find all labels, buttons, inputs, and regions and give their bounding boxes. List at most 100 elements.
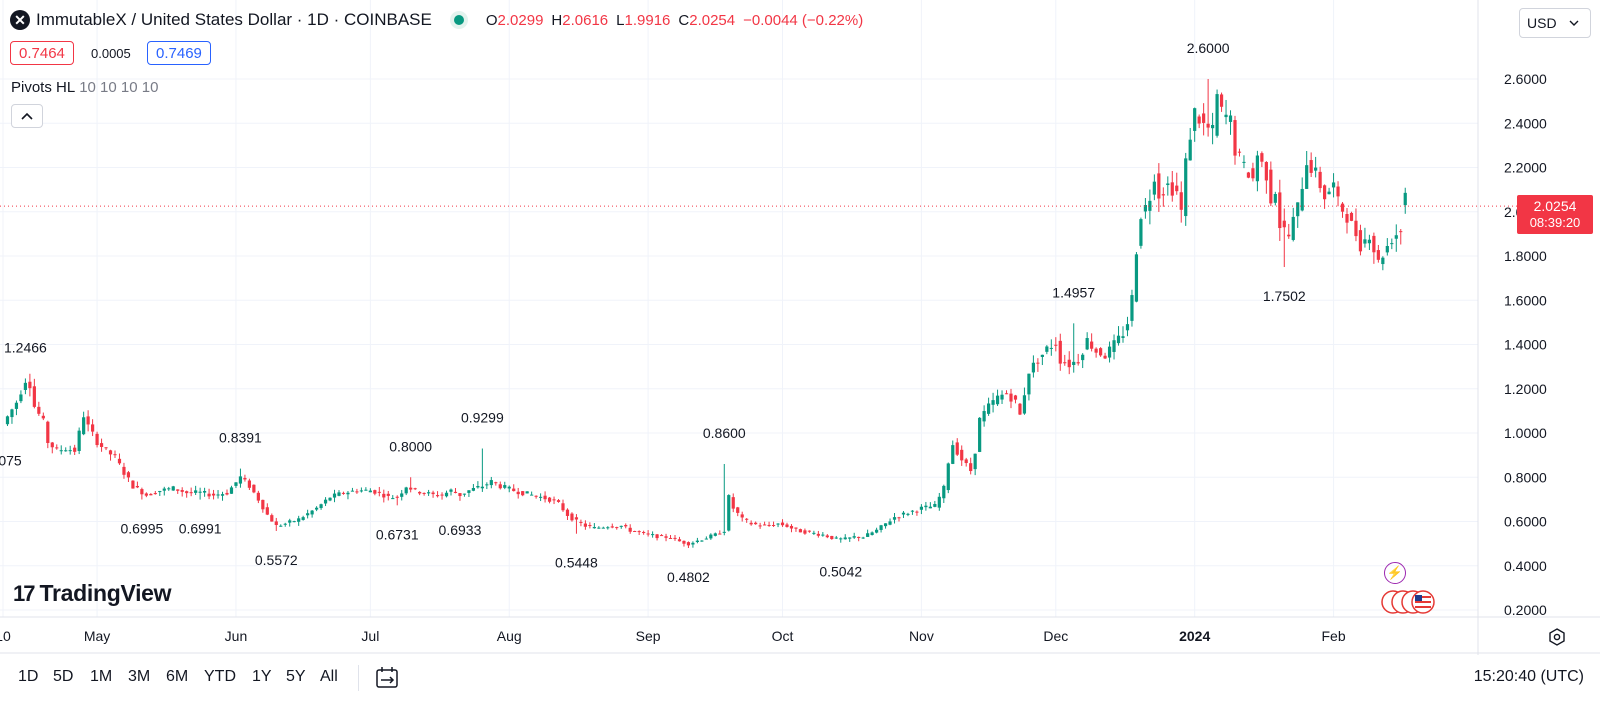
candle-body — [306, 513, 310, 516]
candle-body — [1291, 216, 1295, 240]
candle-body — [955, 442, 959, 455]
candle-body — [651, 534, 655, 536]
market-status-icon[interactable] — [449, 11, 468, 29]
candle-body — [167, 488, 171, 490]
collapse-legend-button[interactable] — [11, 104, 43, 128]
candle-body — [64, 450, 68, 452]
chevron-down-icon — [1569, 20, 1579, 26]
us-flag-icon[interactable] — [1381, 590, 1441, 614]
candle-body — [449, 489, 453, 492]
candle-body — [807, 530, 811, 532]
x-tick-label: Aug — [497, 628, 522, 644]
tradingview-watermark[interactable]: 17 TradingView — [13, 580, 172, 607]
timeframe-5d[interactable]: 5D — [53, 668, 74, 685]
immutablex-logo-icon: ✕ — [10, 10, 30, 30]
candle-body — [418, 491, 422, 494]
candle-body — [951, 445, 955, 464]
y-tick-label: 0.6000 — [1504, 514, 1547, 530]
candle-body — [1099, 348, 1103, 356]
candle-body — [440, 494, 444, 496]
sell-button[interactable]: 0.7464 — [10, 41, 74, 65]
timeframe-1y[interactable]: 1Y — [252, 668, 272, 685]
candle-body — [1067, 359, 1071, 368]
candle-body — [1237, 151, 1242, 153]
candle-body — [1018, 403, 1022, 415]
candle-body — [77, 430, 81, 451]
candle-body — [982, 411, 986, 422]
candle-body — [1049, 347, 1053, 349]
candle-body — [749, 522, 753, 525]
candle-body — [247, 480, 251, 488]
candle-body — [46, 421, 50, 443]
candle-body — [897, 517, 901, 519]
candle-body — [731, 497, 735, 509]
timeframe-1m[interactable]: 1M — [90, 668, 113, 685]
candle-body — [337, 492, 341, 496]
timeframe-3m[interactable]: 3M — [128, 668, 151, 685]
candle-body — [243, 477, 247, 480]
timeframe-all[interactable]: All — [320, 668, 338, 685]
candle-body — [211, 493, 216, 496]
candle-body — [776, 523, 780, 525]
candle-body — [73, 447, 77, 452]
y-tick-label: 0.2000 — [1504, 602, 1547, 618]
indicator-args: 10 10 10 10 — [79, 79, 159, 96]
candle-body — [534, 495, 538, 497]
candle-body — [489, 480, 493, 486]
buy-button[interactable]: 0.7469 — [147, 41, 211, 65]
candle-body — [615, 527, 619, 529]
candle-body — [368, 490, 372, 493]
gear-icon[interactable] — [1548, 628, 1566, 646]
currency-select[interactable]: USD — [1519, 8, 1591, 38]
candle-body — [785, 524, 789, 527]
candle-body — [1103, 355, 1107, 359]
candle-body — [158, 490, 162, 493]
candle-body — [892, 517, 897, 520]
pivot-label: 0.6731 — [376, 526, 419, 542]
candle-body — [476, 486, 480, 488]
candle-body — [1175, 185, 1179, 192]
candle-body — [691, 542, 695, 545]
timeframe-5y[interactable]: 5Y — [286, 668, 306, 685]
timeframe-6m[interactable]: 6M — [166, 668, 189, 685]
candle-body — [1282, 220, 1286, 228]
utc-clock[interactable]: 15:20:40 (UTC) — [1473, 668, 1584, 685]
candle-body — [924, 505, 928, 508]
candle-body — [1157, 173, 1161, 199]
lightning-icon[interactable]: ⚡ — [1384, 562, 1406, 584]
candle-body — [736, 507, 740, 513]
candle-body — [265, 507, 269, 515]
change-value: −0.0044 (−0.22%) — [743, 11, 864, 29]
candle-body — [55, 447, 59, 449]
candle-body — [1349, 212, 1354, 221]
timeframe-ytd[interactable]: YTD — [204, 668, 236, 685]
candle-body — [592, 526, 596, 529]
candle-body — [1013, 395, 1018, 400]
indicator-legend[interactable]: Pivots HL 10 10 10 10 — [11, 79, 158, 96]
candle-body — [910, 510, 915, 512]
candle-body — [1228, 115, 1233, 122]
candle-body — [261, 499, 265, 510]
candle-body — [547, 497, 552, 502]
candle-body — [382, 493, 386, 498]
candle-body — [494, 482, 498, 484]
candle-body — [395, 496, 399, 498]
candle-body — [919, 506, 923, 510]
symbol-title[interactable]: ImmutableX / United States Dollar · 1D ·… — [36, 10, 432, 29]
candle-body — [1112, 340, 1116, 352]
timeframe-1d[interactable]: 1D — [18, 668, 39, 685]
candle-body — [933, 504, 937, 507]
currency-value: USD — [1527, 15, 1557, 31]
candle-body — [1287, 234, 1291, 237]
calendar-range-icon[interactable] — [374, 665, 400, 691]
candle-body — [23, 382, 27, 390]
y-tick-label: 1.6000 — [1504, 292, 1547, 308]
x-tick-label: Jun — [225, 628, 248, 644]
spread-value: 0.0005 — [91, 46, 131, 61]
candle-body — [606, 527, 610, 529]
candle-body — [1233, 120, 1237, 156]
pivot-label: 2.6000 — [1187, 40, 1230, 56]
candle-body — [1116, 335, 1121, 344]
candle-body — [888, 521, 892, 525]
